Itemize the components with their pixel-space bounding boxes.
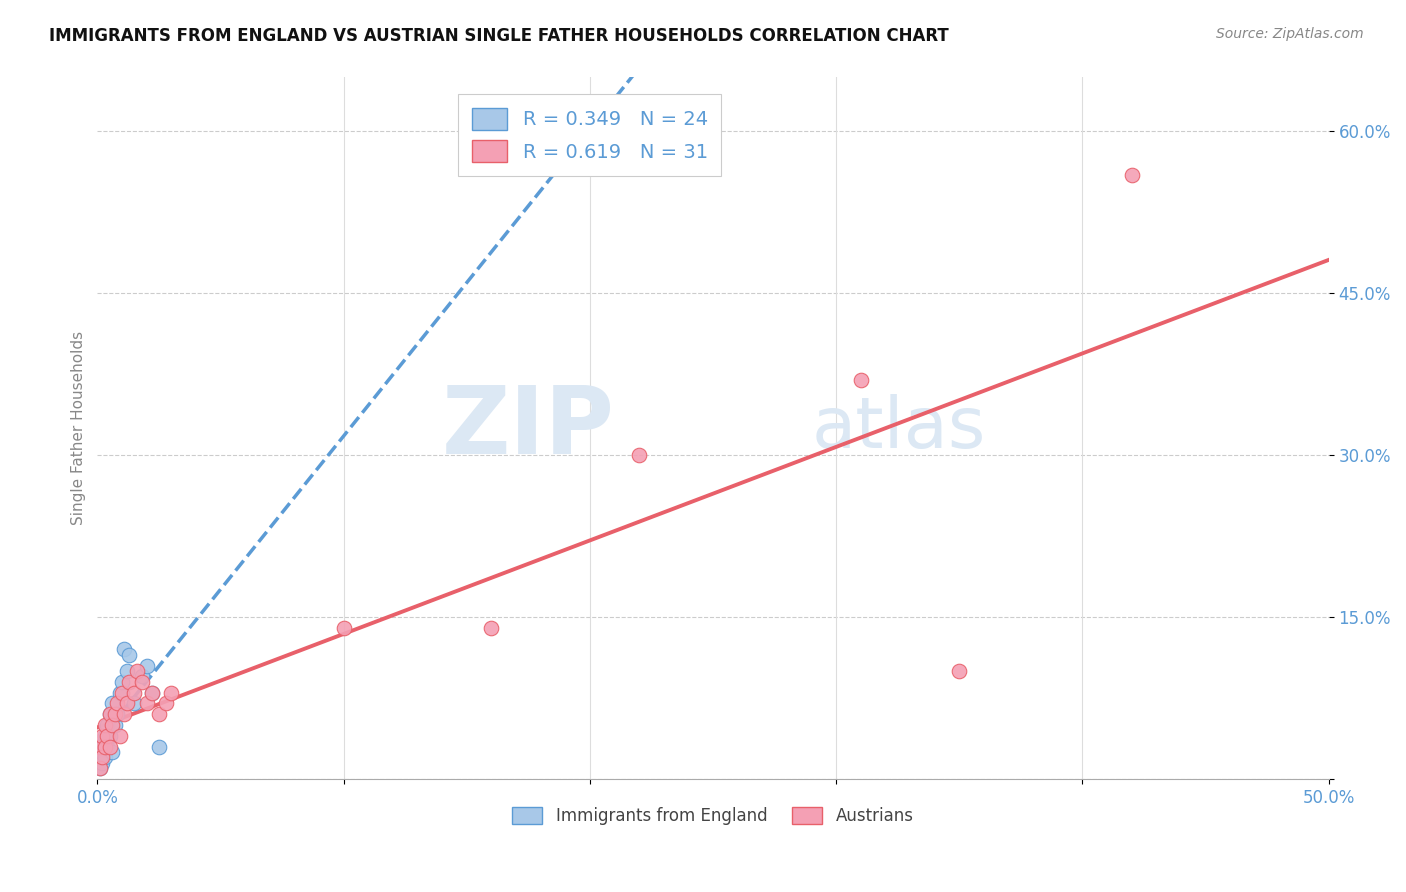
Y-axis label: Single Father Households: Single Father Households xyxy=(72,331,86,525)
Point xyxy=(628,448,651,462)
Point xyxy=(141,685,163,699)
Point xyxy=(93,739,115,754)
Point xyxy=(93,750,115,764)
Point xyxy=(141,685,163,699)
Point xyxy=(115,664,138,678)
Point xyxy=(98,739,121,754)
Point xyxy=(105,707,128,722)
Text: ZIP: ZIP xyxy=(441,382,614,475)
Point xyxy=(91,739,114,754)
Point xyxy=(96,729,118,743)
Point xyxy=(91,750,114,764)
Point xyxy=(948,664,970,678)
Point xyxy=(124,685,146,699)
Point xyxy=(135,697,157,711)
Point xyxy=(124,697,146,711)
Point xyxy=(101,745,124,759)
Point xyxy=(148,739,170,754)
Point xyxy=(155,697,177,711)
Point xyxy=(108,729,131,743)
Point xyxy=(118,648,141,662)
Text: IMMIGRANTS FROM ENGLAND VS AUSTRIAN SINGLE FATHER HOUSEHOLDS CORRELATION CHART: IMMIGRANTS FROM ENGLAND VS AUSTRIAN SING… xyxy=(49,27,949,45)
Point xyxy=(91,756,114,770)
Point xyxy=(114,707,136,722)
Point xyxy=(131,674,153,689)
Point xyxy=(481,621,503,635)
Point xyxy=(98,707,121,722)
Point xyxy=(118,674,141,689)
Point xyxy=(111,674,134,689)
Point xyxy=(101,697,124,711)
Point xyxy=(89,750,111,764)
Point xyxy=(98,707,121,722)
Point xyxy=(104,718,127,732)
Point xyxy=(849,373,872,387)
Point xyxy=(105,697,128,711)
Point xyxy=(89,761,111,775)
Point xyxy=(89,761,111,775)
Legend: Immigrants from England, Austrians: Immigrants from England, Austrians xyxy=(505,799,922,834)
Point xyxy=(98,729,121,743)
Point xyxy=(108,685,131,699)
Point xyxy=(332,621,354,635)
Point xyxy=(93,718,115,732)
Point xyxy=(104,707,127,722)
Point xyxy=(131,669,153,683)
Point xyxy=(96,739,118,754)
Point xyxy=(93,729,115,743)
Text: Source: ZipAtlas.com: Source: ZipAtlas.com xyxy=(1216,27,1364,41)
Point xyxy=(91,729,114,743)
Point xyxy=(101,718,124,732)
Text: atlas: atlas xyxy=(811,393,986,463)
Point xyxy=(1121,168,1143,182)
Point xyxy=(114,642,136,657)
Point xyxy=(135,658,157,673)
Point xyxy=(160,685,183,699)
Point xyxy=(96,718,118,732)
Point xyxy=(125,664,148,678)
Point xyxy=(89,739,111,754)
Point xyxy=(148,707,170,722)
Point xyxy=(111,685,134,699)
Point xyxy=(115,697,138,711)
